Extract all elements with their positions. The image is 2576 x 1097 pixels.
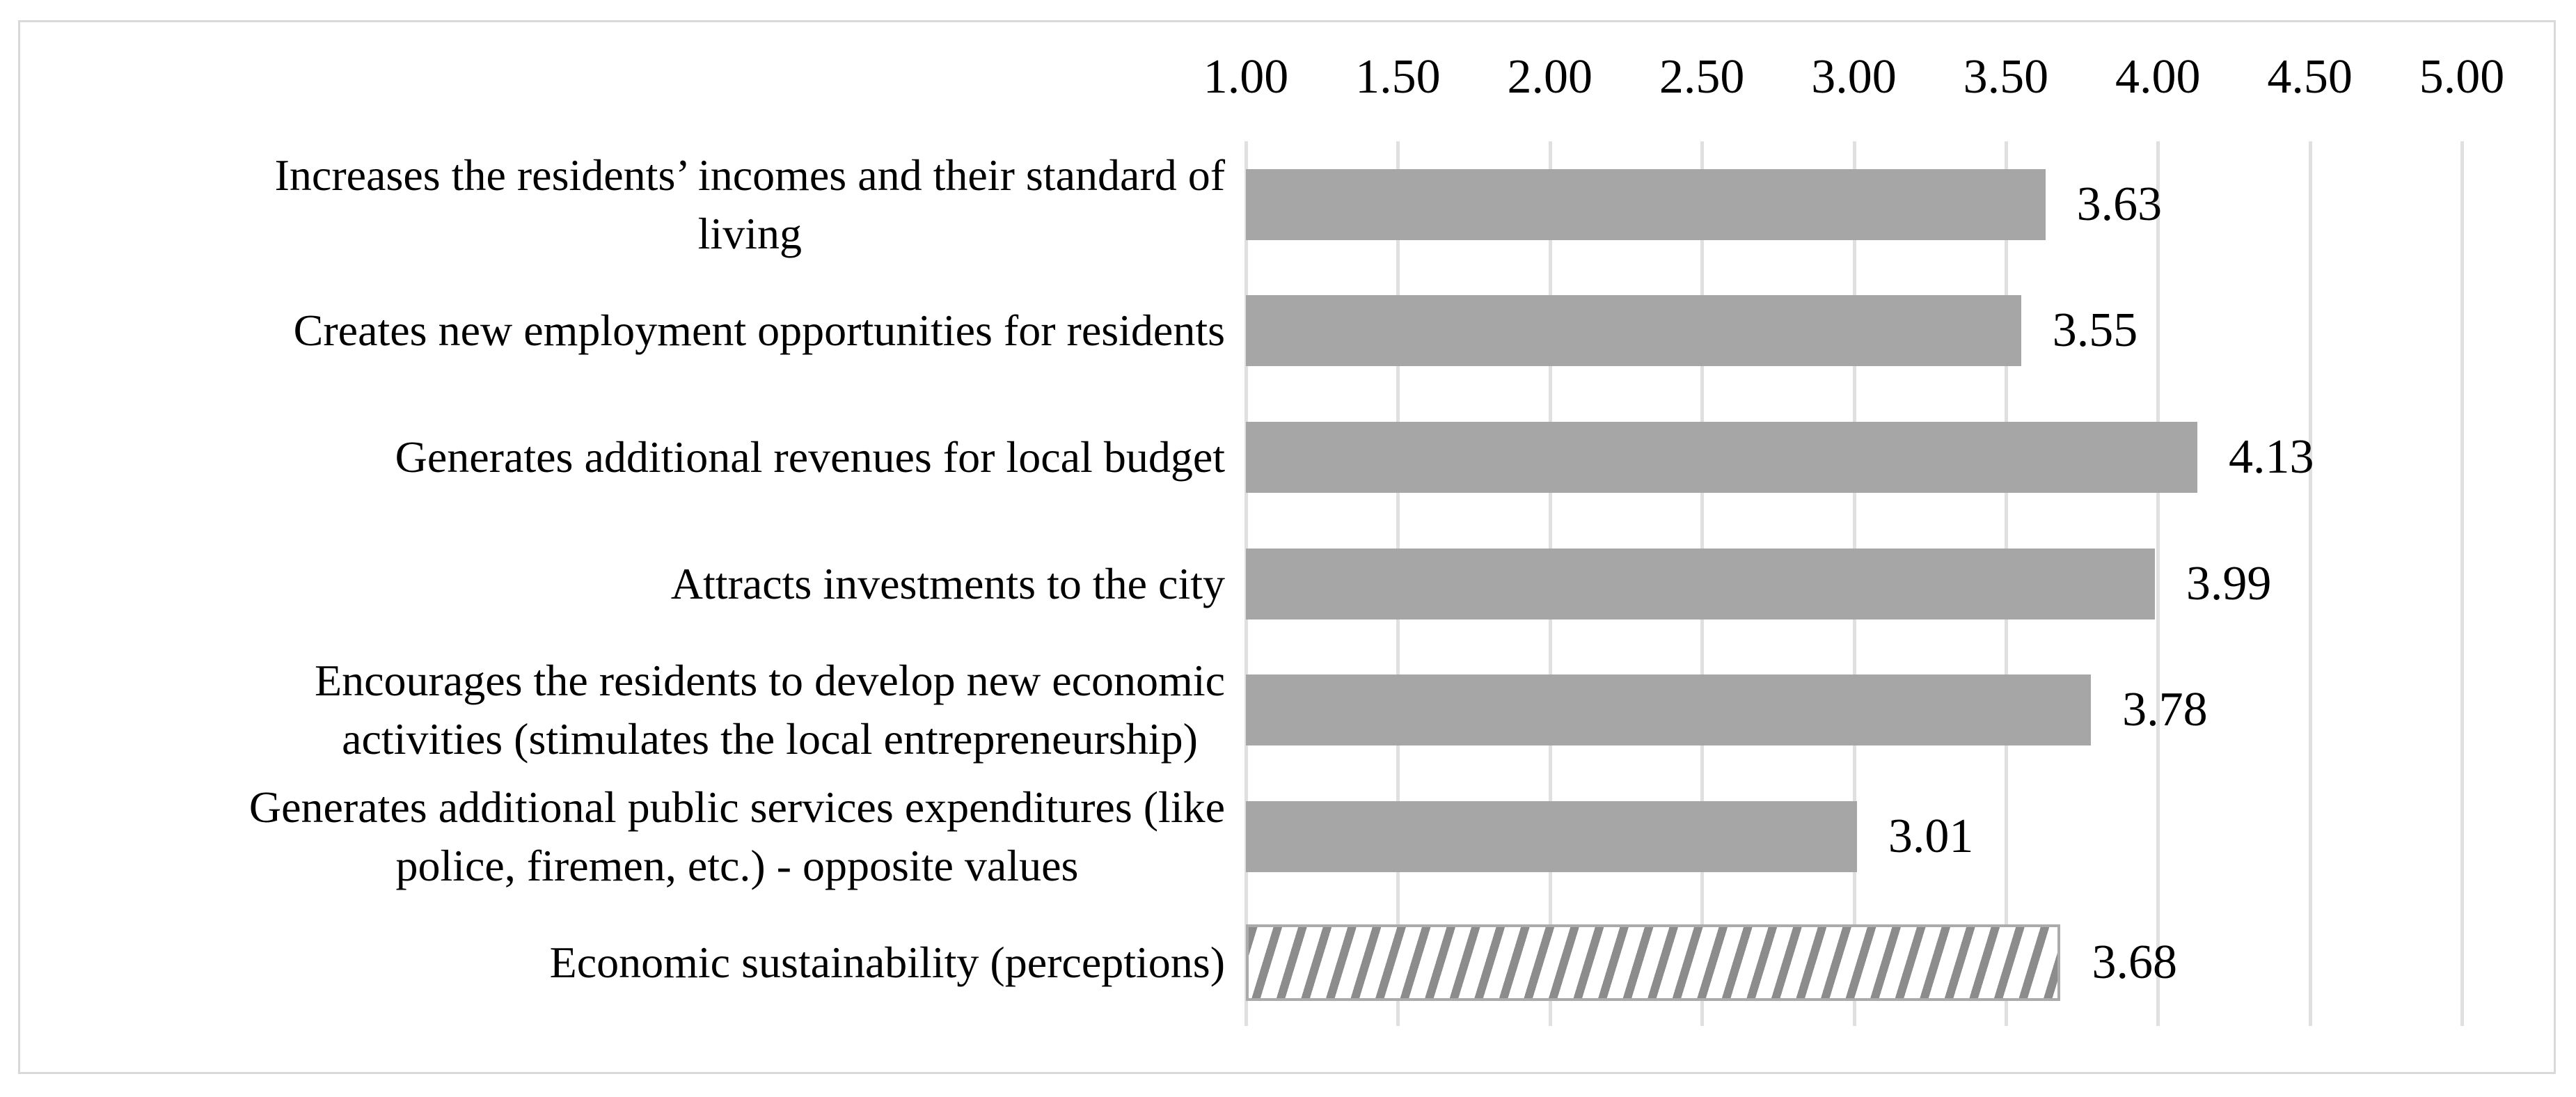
x-axis-tick-label: 1.00 <box>1203 50 1289 104</box>
x-axis-tick-label: 4.50 <box>2267 50 2353 104</box>
category-label: Generates additional revenues for local … <box>395 432 1225 482</box>
x-axis-tick-label: 2.50 <box>1659 50 1745 104</box>
x-axis-tick-label: 1.50 <box>1355 50 1441 104</box>
category-label: Increases the residents’ incomes and the… <box>274 150 1225 258</box>
hatched-bar <box>1246 924 2060 1002</box>
category-label: Generates additional public services exp… <box>248 782 1225 890</box>
x-axis-tick-label: 5.00 <box>2419 50 2505 104</box>
chart-frame <box>18 20 2556 1074</box>
bar <box>1246 295 2021 367</box>
value-label: 3.01 <box>1888 809 1974 863</box>
category-label: Attracts investments to the city <box>670 558 1225 608</box>
bar <box>1246 800 1857 872</box>
value-label: 3.55 <box>2052 303 2138 358</box>
value-label: 4.13 <box>2229 429 2314 484</box>
bar <box>1246 421 2197 493</box>
value-label: 3.99 <box>2186 556 2272 610</box>
value-label: 3.78 <box>2122 683 2208 737</box>
x-axis-tick-label: 3.50 <box>1963 50 2049 104</box>
bar <box>1246 674 2091 746</box>
value-label: 3.68 <box>2092 936 2177 990</box>
category-label: Economic sustainability (perceptions) <box>549 938 1225 988</box>
category-label: Encourages the residents to develop new … <box>315 656 1225 764</box>
x-axis-tick-label: 4.00 <box>2115 50 2201 104</box>
gridline <box>2156 141 2160 1026</box>
bar <box>1246 168 2046 240</box>
category-label: Creates new employment opportunities for… <box>293 306 1225 356</box>
x-axis-tick-label: 3.00 <box>1811 50 1897 104</box>
x-axis-tick-label: 2.00 <box>1507 50 1593 104</box>
bar <box>1246 548 2155 619</box>
gridline <box>2460 141 2464 1026</box>
value-label: 3.63 <box>2076 177 2163 231</box>
gridline <box>2308 141 2312 1026</box>
